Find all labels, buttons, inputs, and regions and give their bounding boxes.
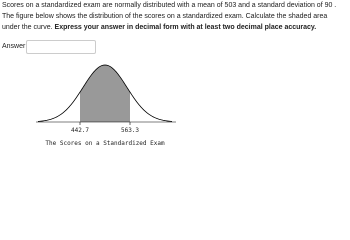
instruction: Express your answer in decimal form with… — [54, 24, 317, 31]
left-label: 442.7 — [71, 127, 89, 134]
figure: 442.7 563.3 The Scores on a Standardized… — [36, 64, 176, 147]
question-text: Scores on a standardized exam are normal… — [2, 2, 337, 31]
answer-label: Answer: — [2, 43, 28, 50]
shaded-area — [80, 65, 130, 122]
page: Scores on a standardized exam are normal… — [2, 0, 346, 147]
normal-curve — [37, 64, 173, 122]
caption: The Scores on a Standardized Exam — [45, 140, 165, 147]
question: Scores on a standardized exam are normal… — [2, 0, 346, 33]
answer-input[interactable] — [26, 40, 96, 54]
right-label: 563.3 — [121, 127, 139, 134]
